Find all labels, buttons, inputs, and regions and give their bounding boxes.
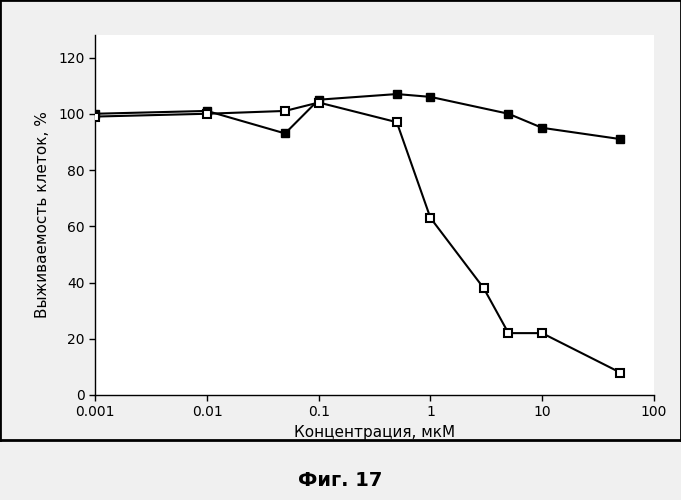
Y-axis label: Выживаемость клеток, %: Выживаемость клеток, % <box>35 112 50 318</box>
X-axis label: Концентрация, мкМ: Концентрация, мкМ <box>294 425 455 440</box>
Text: Фиг. 17: Фиг. 17 <box>298 470 383 490</box>
